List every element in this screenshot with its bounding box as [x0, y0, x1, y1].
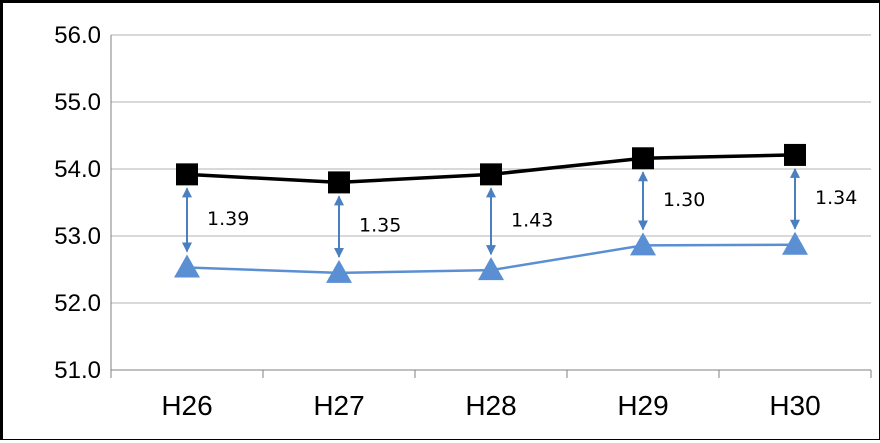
- triangle-marker: [326, 259, 352, 283]
- x-tick-label: H27: [313, 390, 364, 421]
- x-tick-label: H29: [617, 390, 668, 421]
- difference-label: 1.34: [815, 187, 857, 209]
- difference-label: 1.35: [359, 215, 401, 237]
- y-tick-label: 53.0: [54, 223, 101, 250]
- square-marker: [176, 163, 198, 186]
- y-tick-label: 55.0: [54, 89, 101, 116]
- square-marker: [328, 171, 350, 194]
- triangle-marker: [782, 231, 808, 255]
- triangle-marker: [478, 257, 504, 281]
- y-tick-label: 56.0: [54, 22, 101, 49]
- y-tick-label: 54.0: [54, 156, 101, 183]
- x-tick-label: H26: [161, 390, 212, 421]
- x-tick-label: H28: [465, 390, 516, 421]
- y-tick-label: 51.0: [54, 357, 101, 384]
- triangle-marker: [174, 254, 200, 278]
- y-tick-label: 52.0: [54, 290, 101, 317]
- difference-label: 1.43: [511, 209, 553, 231]
- difference-label: 1.30: [663, 189, 705, 211]
- triangle-marker: [630, 232, 656, 256]
- x-tick-label: H30: [769, 390, 820, 421]
- difference-label: 1.39: [207, 208, 249, 230]
- line-chart: 51.0 52.0 53.0 54.0 55.0 56.0 H26 H27 H28 H29 H30 1…: [54, 22, 872, 421]
- square-marker: [480, 163, 502, 186]
- square-marker: [784, 143, 806, 166]
- square-marker: [632, 147, 654, 170]
